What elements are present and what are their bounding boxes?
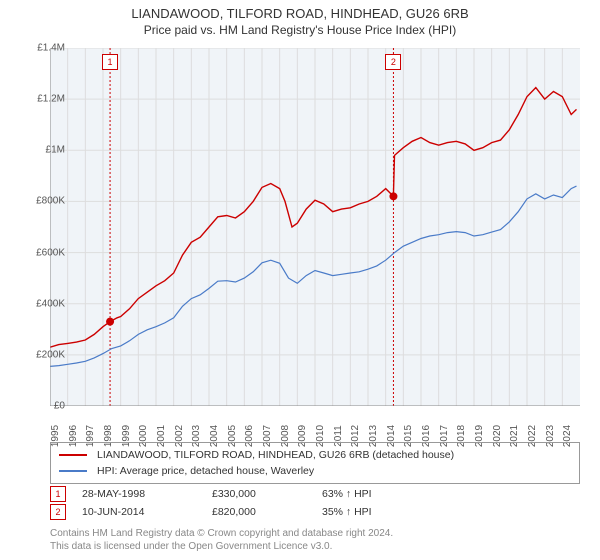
- title-block: LIANDAWOOD, TILFORD ROAD, HINDHEAD, GU26…: [0, 0, 600, 37]
- data-date-2: 10-JUN-2014: [82, 506, 212, 518]
- legend-box: LIANDAWOOD, TILFORD ROAD, HINDHEAD, GU26…: [50, 442, 580, 484]
- data-price-2: £820,000: [212, 506, 322, 518]
- y-tick-label: £800K: [23, 196, 65, 207]
- data-marker-1: 1: [50, 486, 66, 502]
- chart-container: LIANDAWOOD, TILFORD ROAD, HINDHEAD, GU26…: [0, 0, 600, 560]
- y-tick-label: £600K: [23, 247, 65, 258]
- footer-line1: Contains HM Land Registry data © Crown c…: [50, 527, 393, 540]
- legend-row-property: LIANDAWOOD, TILFORD ROAD, HINDHEAD, GU26…: [59, 447, 571, 463]
- data-pct-1: 63% ↑ HPI: [322, 488, 422, 500]
- y-tick-label: £400K: [23, 298, 65, 309]
- y-tick-label: £200K: [23, 349, 65, 360]
- chart-marker-2: 2: [385, 54, 401, 70]
- chart-svg: [50, 48, 580, 406]
- data-date-1: 28-MAY-1998: [82, 488, 212, 500]
- legend-row-hpi: HPI: Average price, detached house, Wave…: [59, 463, 571, 479]
- data-price-1: £330,000: [212, 488, 322, 500]
- y-tick-label: £0: [23, 401, 65, 412]
- y-tick-label: £1.2M: [23, 94, 65, 105]
- data-row-1: 1 28-MAY-1998 £330,000 63% ↑ HPI: [50, 485, 422, 503]
- y-tick-label: £1.4M: [23, 43, 65, 54]
- data-row-2: 2 10-JUN-2014 £820,000 35% ↑ HPI: [50, 503, 422, 521]
- legend-swatch-hpi: [59, 470, 87, 472]
- title-address: LIANDAWOOD, TILFORD ROAD, HINDHEAD, GU26…: [0, 6, 600, 21]
- sales-data-table: 1 28-MAY-1998 £330,000 63% ↑ HPI 2 10-JU…: [50, 485, 422, 521]
- legend-swatch-property: [59, 454, 87, 456]
- legend-label-hpi: HPI: Average price, detached house, Wave…: [97, 465, 314, 477]
- legend-label-property: LIANDAWOOD, TILFORD ROAD, HINDHEAD, GU26…: [97, 449, 454, 461]
- footer-line2: This data is licensed under the Open Gov…: [50, 540, 393, 553]
- data-marker-2: 2: [50, 504, 66, 520]
- chart-plot-area: [50, 48, 580, 406]
- chart-marker-1: 1: [102, 54, 118, 70]
- title-subtitle: Price paid vs. HM Land Registry's House …: [0, 23, 600, 37]
- footer-attribution: Contains HM Land Registry data © Crown c…: [50, 527, 393, 553]
- y-tick-label: £1M: [23, 145, 65, 156]
- data-pct-2: 35% ↑ HPI: [322, 506, 422, 518]
